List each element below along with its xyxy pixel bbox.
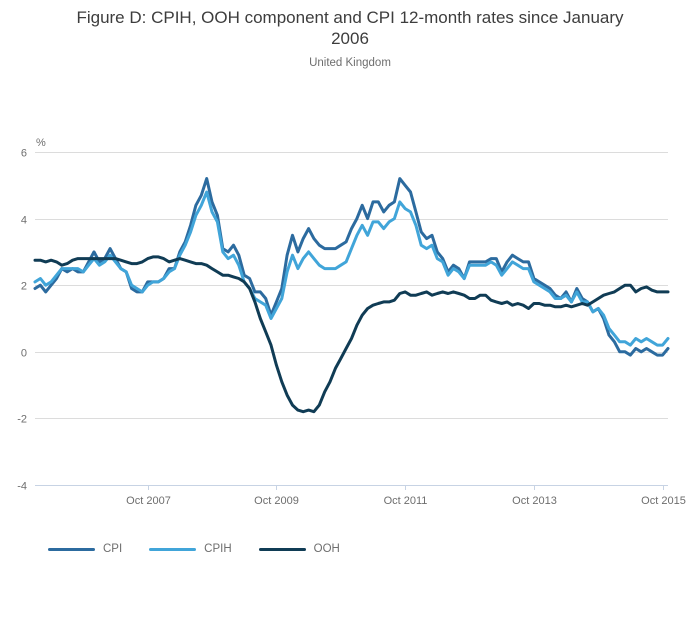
y-axis-unit-label: % [36,137,46,149]
x-axis-tick-label: Oct 2007 [126,495,171,507]
legend-label-cpi: CPI [103,543,123,555]
x-axis-tick-label: Oct 2013 [512,495,557,507]
y-axis-tick-label: 0 [21,348,27,360]
chart-subtitle: United Kingdom [309,57,391,69]
x-axis-tick-label: Oct 2011 [384,495,428,507]
cpi-line-swatch [48,547,95,551]
y-axis-tick-label: -2 [17,414,27,426]
y-axis-tick-label: 2 [21,281,27,293]
ooh-line-swatch [258,547,306,551]
legend-item-cpi[interactable]: CPI [48,543,122,555]
cpih-line-swatch [149,547,197,551]
legend-item-cpih[interactable]: CPIH [149,543,232,555]
series-line-cpih [33,190,670,347]
x-axis-tick-label: Oct 2009 [254,495,299,507]
series-line-ooh [33,255,670,414]
y-axis-tick-label: 4 [21,215,27,227]
y-axis-tick-label: -4 [17,481,27,493]
chart-legend: CPI CPIH OOH [48,543,340,555]
legend-label-cpih: CPIH [204,543,232,555]
series-line-cpi [33,177,670,357]
legend-label-ooh: OOH [313,543,340,555]
x-axis-tick-label: Oct 2015 [641,495,686,507]
chart-title: Figure D: CPIH, OOH component and CPI 12… [76,8,624,49]
legend-item-ooh[interactable]: OOH [258,543,340,555]
y-axis-tick-label: 6 [21,148,27,160]
